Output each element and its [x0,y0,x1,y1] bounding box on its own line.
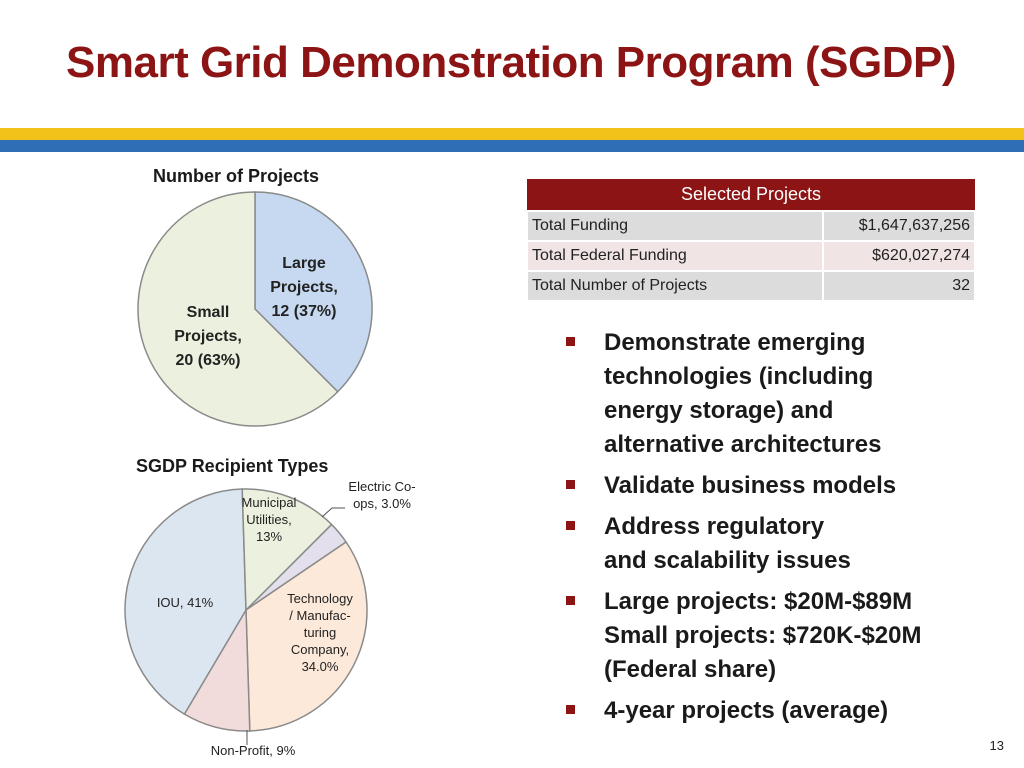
slice-label-large-projects: Large Projects, 12 (37%) [256,252,352,324]
chart-title-recipients: SGDP Recipient Types [136,456,329,476]
bullet-square-icon [566,337,575,346]
slice-label-line: / Manufac- [289,608,351,623]
pie-slice-technology [245,540,368,732]
slice-label-line: 12 (37%) [271,303,337,320]
slice-label-iou: IOU, 41% [140,594,230,611]
slice-label-electric-coops: Electric Co- ops, 3.0% [332,478,432,512]
slice-label-small-projects: Small Projects, 20 (63%) [160,301,256,373]
table-cell-value: 32 [822,270,976,302]
bullet-text: Validate business models [604,472,897,499]
chart-title-projects: Number of Projects [153,166,320,186]
bullet-square-icon [566,480,575,489]
table-cell-value: $620,027,274 [822,240,976,272]
list-item: Large projects: $20M-$89M Small projects… [562,585,1002,687]
slice-label-line: Projects, [174,328,242,345]
table-cell-label: Total Funding [526,210,824,242]
pie-slice-large-projects [254,191,373,393]
slice-label-line: Small [186,304,230,321]
slice-label-line: 13% [255,529,283,544]
slice-label-line: Projects, [270,279,338,296]
bullet-text: 4-year projects (average) [604,697,889,724]
list-item: 4-year projects (average) [562,694,1002,728]
slice-label-line: IOU, 41% [156,595,214,610]
selected-projects-table: Selected Projects Total Funding $1,647,6… [526,179,976,302]
pie-slice-small-projects [137,191,339,427]
leader-line-electric-coops [321,507,345,518]
slice-label-line: Technology [287,591,353,606]
table-row: Total Number of Projects 32 [526,270,976,302]
bullet-square-icon [566,705,575,714]
slice-label-technology: Technology / Manufac- turing Company, 34… [270,590,370,675]
list-item: Address regulatory and scalability issue… [562,510,1002,578]
slice-label-line: Municipal [241,495,297,510]
slice-label-line: Company, [290,642,350,657]
slice-label-line: 20 (63%) [175,352,241,369]
slice-label-line: turing [303,625,337,640]
pie-slice-municipal [241,488,333,612]
pie-slice-iou [124,488,247,716]
slice-label-line: Non-Profit, 9% [210,743,296,758]
table-row: Total Funding $1,647,637,256 [526,210,976,242]
bullet-text: Address regulatory and scalability issue… [604,513,851,574]
accent-stripe-blue [0,140,1024,152]
page-number: 13 [989,738,1004,753]
slice-label-line: 34.0% [301,659,339,674]
slice-label-line: Utilities, [246,512,292,527]
table-cell-value: $1,647,637,256 [822,210,976,242]
page-title: Smart Grid Demonstration Program (SGDP) [66,38,956,87]
bullet-text: Demonstrate emerging technologies (inclu… [604,329,882,458]
bullet-list: Demonstrate emerging technologies (inclu… [562,326,1002,735]
slice-label-line: Large [282,255,326,272]
table-cell-label: Total Number of Projects [526,270,824,302]
list-item: Validate business models [562,469,1002,503]
slice-label-line: Electric Co- [348,479,416,494]
slice-label-non-profit: Non-Profit, 9% [198,742,308,759]
table-row: Total Federal Funding $620,027,274 [526,240,976,272]
bullet-square-icon [566,596,575,605]
list-item: Demonstrate emerging technologies (inclu… [562,326,1002,462]
slice-label-line: ops, 3.0% [353,496,411,511]
table-cell-label: Total Federal Funding [526,240,824,272]
table-header: Selected Projects [527,179,975,211]
accent-stripe-yellow [0,128,1024,140]
bullet-text: Large projects: $20M-$89M Small projects… [604,588,922,683]
slice-label-municipal: Municipal Utilities, 13% [226,494,312,545]
bullet-square-icon [566,521,575,530]
